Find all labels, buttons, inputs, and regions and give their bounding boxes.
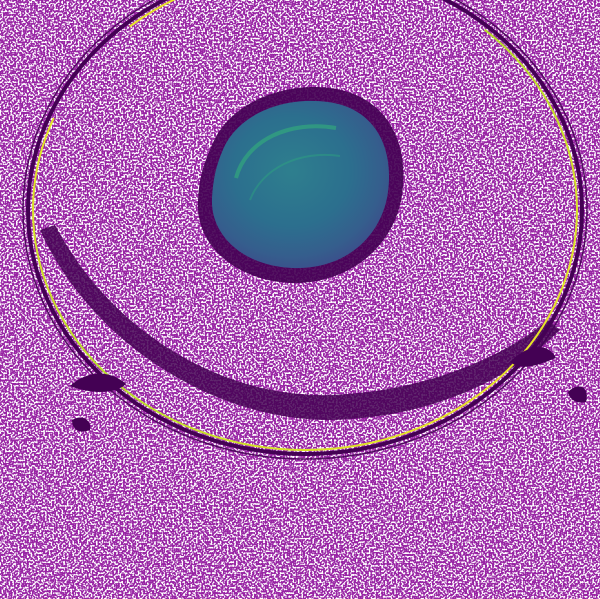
outer-ring [26, 0, 584, 456]
right-lobe [510, 347, 556, 367]
central-blob [211, 100, 390, 269]
left-lobe [70, 373, 126, 392]
outer-ring-highlight [32, 0, 578, 451]
inner-dark-band [40, 225, 560, 420]
